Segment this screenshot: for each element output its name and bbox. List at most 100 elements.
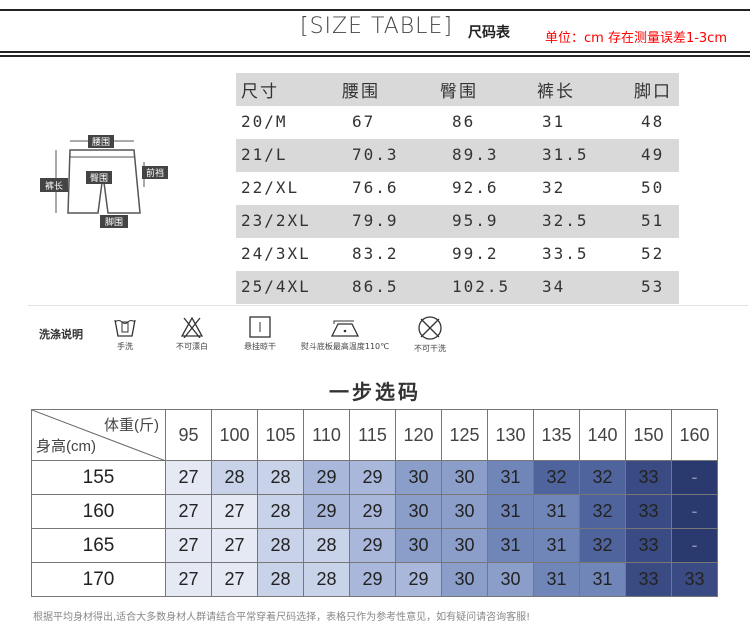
size-row: 25/4XL 86.5 102.5 34 53	[236, 271, 679, 304]
size-cell: 32	[542, 178, 566, 197]
height-cell: 160	[31, 494, 166, 529]
size-cell: 95.9	[452, 211, 499, 230]
size-cell: 21/L	[241, 145, 288, 164]
size-recommendation: 28	[303, 528, 350, 563]
fit-guide-note: 根据平均身材得出,适合大多数身材人群请结合平常穿着尺码选择，表格只作为参考性意见…	[33, 612, 531, 623]
fit-row: 165 27 27 28 28 29 30 30 31 31 32 33-	[31, 528, 718, 563]
size-cell: 89.3	[452, 145, 499, 164]
fit-row: 160 27 27 28 29 29 30 30 31 31 32 33-	[31, 494, 718, 529]
size-recommendation: 31	[533, 528, 580, 563]
weight-header: 100	[211, 409, 258, 461]
fit-guide-title: 一步选码	[329, 380, 421, 404]
size-cell: 20/M	[241, 112, 288, 131]
size-row: 24/3XL 83.2 99.2 33.5 52	[236, 238, 679, 271]
size-cell: 25/4XL	[241, 277, 311, 296]
weight-header: 115	[349, 409, 396, 461]
size-recommendation: 30	[441, 528, 488, 563]
col-header: 尺寸	[241, 82, 279, 102]
size-recommendation: 31	[579, 562, 626, 597]
size-cell: 33.5	[542, 244, 589, 263]
size-recommendation: 28	[211, 460, 258, 495]
size-recommendation: 30	[441, 460, 488, 495]
label-rise: 前裆	[146, 167, 164, 179]
size-recommendation: 29	[349, 460, 396, 495]
size-recommendation: 28	[257, 494, 304, 529]
header-rule-2	[0, 55, 750, 57]
size-recommendation: 32	[579, 460, 626, 495]
height-cell: 165	[31, 528, 166, 563]
size-row: 23/2XL 79.9 95.9 32.5 51	[236, 205, 679, 238]
size-recommendation: 33	[625, 460, 672, 495]
size-cell: 34	[542, 277, 566, 296]
size-recommendation: 27	[211, 562, 258, 597]
size-recommendation: 30	[395, 460, 442, 495]
col-header: 臀围	[440, 82, 478, 102]
fit-row: 155 27 28 28 29 29 30 30 31 32 32 33-	[31, 460, 718, 495]
unit-note: 单位：cm 存在测量误差1-3cm	[545, 31, 727, 46]
size-cell: 92.6	[452, 178, 499, 197]
size-recommendation: 31	[487, 460, 534, 495]
size-recommendation: 27	[165, 528, 212, 563]
corner-cell: 体重(斤) 身高(cm)	[31, 409, 166, 461]
size-cell: 99.2	[452, 244, 499, 263]
wash-label: 悬挂晾干	[244, 342, 276, 351]
size-cell: 31	[542, 112, 566, 131]
wash-label: 熨斗底板最高温度110℃	[300, 342, 390, 351]
height-cell: 155	[31, 460, 166, 495]
size-cell: 70.3	[352, 145, 399, 164]
no-dry-clean-icon: 不可干洗	[408, 316, 452, 354]
size-cell: 76.6	[352, 178, 399, 197]
size-recommendation: 28	[257, 528, 304, 563]
height-cell: 170	[31, 562, 166, 597]
size-recommendation: 30	[441, 494, 488, 529]
size-row: 20/M 67 86 31 48	[236, 106, 679, 139]
weight-header: 120	[395, 409, 442, 461]
size-recommendation: 28	[303, 562, 350, 597]
fit-guide-table: 体重(斤) 身高(cm) 95 100 105 110 115 120 125 130 135 1…	[31, 409, 718, 597]
size-table-header: 尺寸 腰围 臀围 裤长 脚口	[236, 73, 679, 106]
size-recommendation: 28	[257, 562, 304, 597]
size-recommendation: -	[671, 494, 718, 529]
size-cell: 49	[641, 145, 665, 164]
weight-header: 105	[257, 409, 304, 461]
size-recommendation: 30	[441, 562, 488, 597]
wash-label: 不可干洗	[414, 344, 446, 353]
size-cell: 48	[641, 112, 665, 131]
col-header: 裤长	[537, 82, 575, 102]
size-recommendation: 29	[303, 494, 350, 529]
size-cell: 86.5	[352, 277, 399, 296]
size-cell: 79.9	[352, 211, 399, 230]
size-recommendation: 27	[165, 494, 212, 529]
no-bleach-icon: 不可漂白	[170, 316, 214, 352]
size-recommendation: 29	[395, 562, 442, 597]
size-cell: 83.2	[352, 244, 399, 263]
size-recommendation: 31	[487, 528, 534, 563]
size-recommendation: 32	[579, 528, 626, 563]
weight-header: 140	[579, 409, 626, 461]
size-recommendation: 29	[349, 494, 396, 529]
size-recommendation: 31	[533, 562, 580, 597]
shorts-diagram: 腰围 臀围 裤长 前裆 脚围	[36, 135, 176, 230]
size-row: 22/XL 76.6 92.6 32 50	[236, 172, 679, 205]
size-recommendation: -	[671, 460, 718, 495]
size-recommendation: 30	[395, 494, 442, 529]
size-recommendation: 32	[533, 460, 580, 495]
iron-icon: 熨斗底板最高温度110℃	[293, 316, 397, 352]
header-rule	[0, 51, 750, 53]
size-cell: 31.5	[542, 145, 589, 164]
size-recommendation: 31	[487, 494, 534, 529]
size-recommendation: 29	[303, 460, 350, 495]
height-label: 身高(cm)	[36, 438, 96, 455]
size-recommendation: 28	[257, 460, 304, 495]
size-cell: 67	[352, 112, 376, 131]
size-recommendation: 33	[671, 562, 718, 597]
size-cell: 24/3XL	[241, 244, 311, 263]
wash-label: 手洗	[117, 342, 133, 351]
weight-header: 135	[533, 409, 580, 461]
size-cell: 52	[641, 244, 665, 263]
size-recommendation: 31	[533, 494, 580, 529]
size-recommendation: 33	[625, 562, 672, 597]
size-table: 尺寸 腰围 臀围 裤长 脚口 20/M 67 86 31 48 21/L 70.3 89.3 3…	[236, 73, 679, 304]
size-recommendation: 33	[625, 494, 672, 529]
weight-header: 160	[671, 409, 718, 461]
